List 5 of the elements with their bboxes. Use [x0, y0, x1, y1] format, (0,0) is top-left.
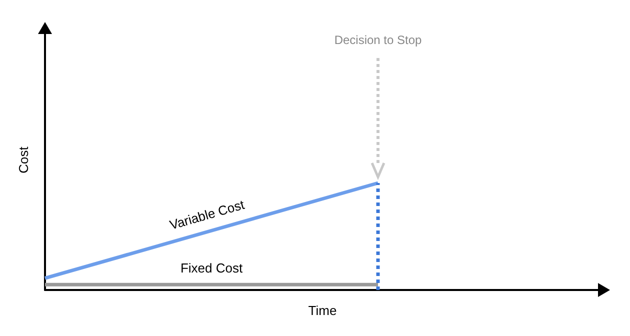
text: Variable Cost — [168, 196, 246, 233]
series-label: Fixed Cost — [180, 260, 243, 276]
y-axis-title: Cost — [16, 146, 31, 174]
text: Decision to Stop — [334, 33, 422, 47]
x-axis-title: Time — [308, 303, 337, 318]
